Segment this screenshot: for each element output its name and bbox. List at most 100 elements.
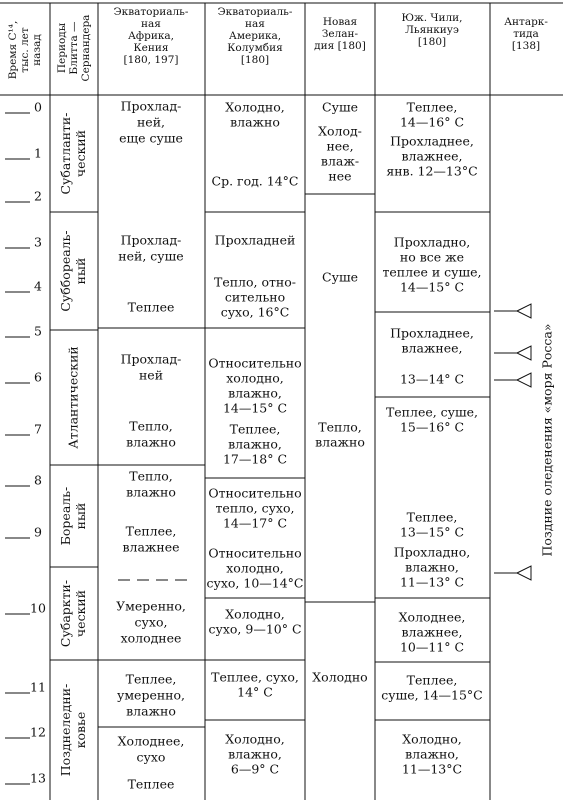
cell-text: Теплее, сухо, [211,670,299,685]
cell-text: 6—9° C [231,762,279,777]
header-text: дия [180] [314,40,366,52]
cell-text: тепло, сухо, [216,501,295,516]
time-label: 9 [34,525,42,540]
header-text: Африка, [128,30,174,42]
cell-text: влажно [230,115,280,130]
cell-text: нее, [326,139,353,154]
cell-text: сухо, 9—10° C [208,622,301,637]
cell-text: 14—15° C [400,280,464,295]
period-label: Суббореаль- [58,230,73,311]
cell-text: сухо, 16°C [221,305,290,320]
cell-text: Прохладнее, [390,134,474,149]
header-text: Блитта — [68,21,80,75]
cell-text: холоднее [121,631,182,646]
cell-text: ней [139,368,163,383]
header-text: Антарк- [504,16,548,28]
header-text: ная [245,18,265,30]
cell-text: 11—13°C [402,762,462,777]
cell-text: суше, 14—15°C [381,688,482,703]
header-text: назад [31,34,43,66]
time-label: 7 [34,422,42,437]
time-label: 3 [34,235,42,250]
cell-text: Прохладно, [394,545,470,560]
marker-triangle [515,565,532,581]
marker-triangle [515,345,532,361]
cell-text: Прохлад- [121,99,182,114]
cell-text: Теплее [128,777,175,792]
cell-text: умеренно, [117,688,185,703]
header-text: Юж. Чили, [402,12,463,24]
cell-text: холодно, [226,561,284,576]
cell-text: сительно [225,290,285,305]
header-text: Сернандера [80,15,92,82]
cell-text: Холодно, [225,607,284,622]
period-label: Атлантический [66,346,81,449]
cell-text: влажно [126,485,176,500]
period-label: Субаркти- [58,580,73,647]
cell-text: холодно, [226,371,284,386]
cell-text: Теплее, [126,524,177,539]
cell-text: ней, [137,115,165,130]
time-label: 13 [30,771,46,786]
header-text: Льянкиуэ [405,24,459,36]
cell-text: влаж- [321,154,359,169]
cell-text: 14° C [237,685,273,700]
cell-text: влажно, [228,386,282,401]
header-text: [180] [241,54,269,66]
time-label: 12 [30,725,46,740]
cell-text: сухо, 10—14°C [206,576,303,591]
cell-text: 14—17° C [223,516,287,531]
cell-text: Теплее, [230,422,281,437]
header-text: Америка, [229,30,281,42]
cell-text: янв. 12—13°C [386,164,477,179]
cell-text: Прохладней [215,233,296,248]
cell-text: влажнее [122,540,179,555]
cell-text: Прохладнее, [390,326,474,341]
cell-text: Холод- [318,124,362,139]
time-label: 11 [30,680,46,695]
period-label: ческий [73,130,88,177]
time-label: 2 [34,189,42,204]
header-text: Экваториаль- [218,6,293,18]
cell-text: Холодно, [225,100,284,115]
time-label: 6 [34,370,42,385]
cell-text: Теплее, [407,100,458,115]
header-text: Кения [134,42,169,54]
cell-text: 14—15° C [223,401,287,416]
header-text: Экваториаль- [114,6,189,18]
cell-text: Теплее [128,300,175,315]
cell-text: 10—11° C [400,640,464,655]
cell-text: Тепло, отно- [214,275,296,290]
time-label: 4 [34,279,42,294]
time-label: 0 [34,100,42,115]
header-text: ная [141,18,161,30]
header-text: Зелан- [322,28,359,40]
cell-text: сухо, [135,615,168,630]
cell-text: Холодно [312,670,367,685]
header-text: [180, 197] [124,54,179,66]
period-label: Бореаль- [58,487,73,546]
time-label: 10 [30,601,46,616]
cell-text: Теплее, [407,673,458,688]
cell-text: но все же [400,250,464,265]
header-text: тыс. лет [19,27,31,73]
cell-text: влажно [126,435,176,450]
cell-text: влажнее, [401,341,462,356]
cell-text: еще суше [119,131,183,146]
cell-text: Относительно [208,356,301,371]
cell-text: нее [328,169,351,184]
period-label: Позднеледни- [58,684,73,777]
header-text: тида [513,28,539,40]
cell-text: влажно, [228,437,282,452]
cell-text: Тепло, [318,420,362,435]
cell-text: Относительно [208,546,301,561]
cell-text: Холодно, [402,732,461,747]
period-label: ный [73,503,88,530]
cell-text: влажно, [405,560,459,575]
cell-text: 11—13° C [400,575,464,590]
cell-text: Суше [322,270,358,285]
cell-text: 13—14° C [400,372,464,387]
cell-text: влажно, [228,747,282,762]
cell-text: Относительно [208,486,301,501]
antarctica-note: Поздние оледенения «моря Росса» [540,324,555,557]
